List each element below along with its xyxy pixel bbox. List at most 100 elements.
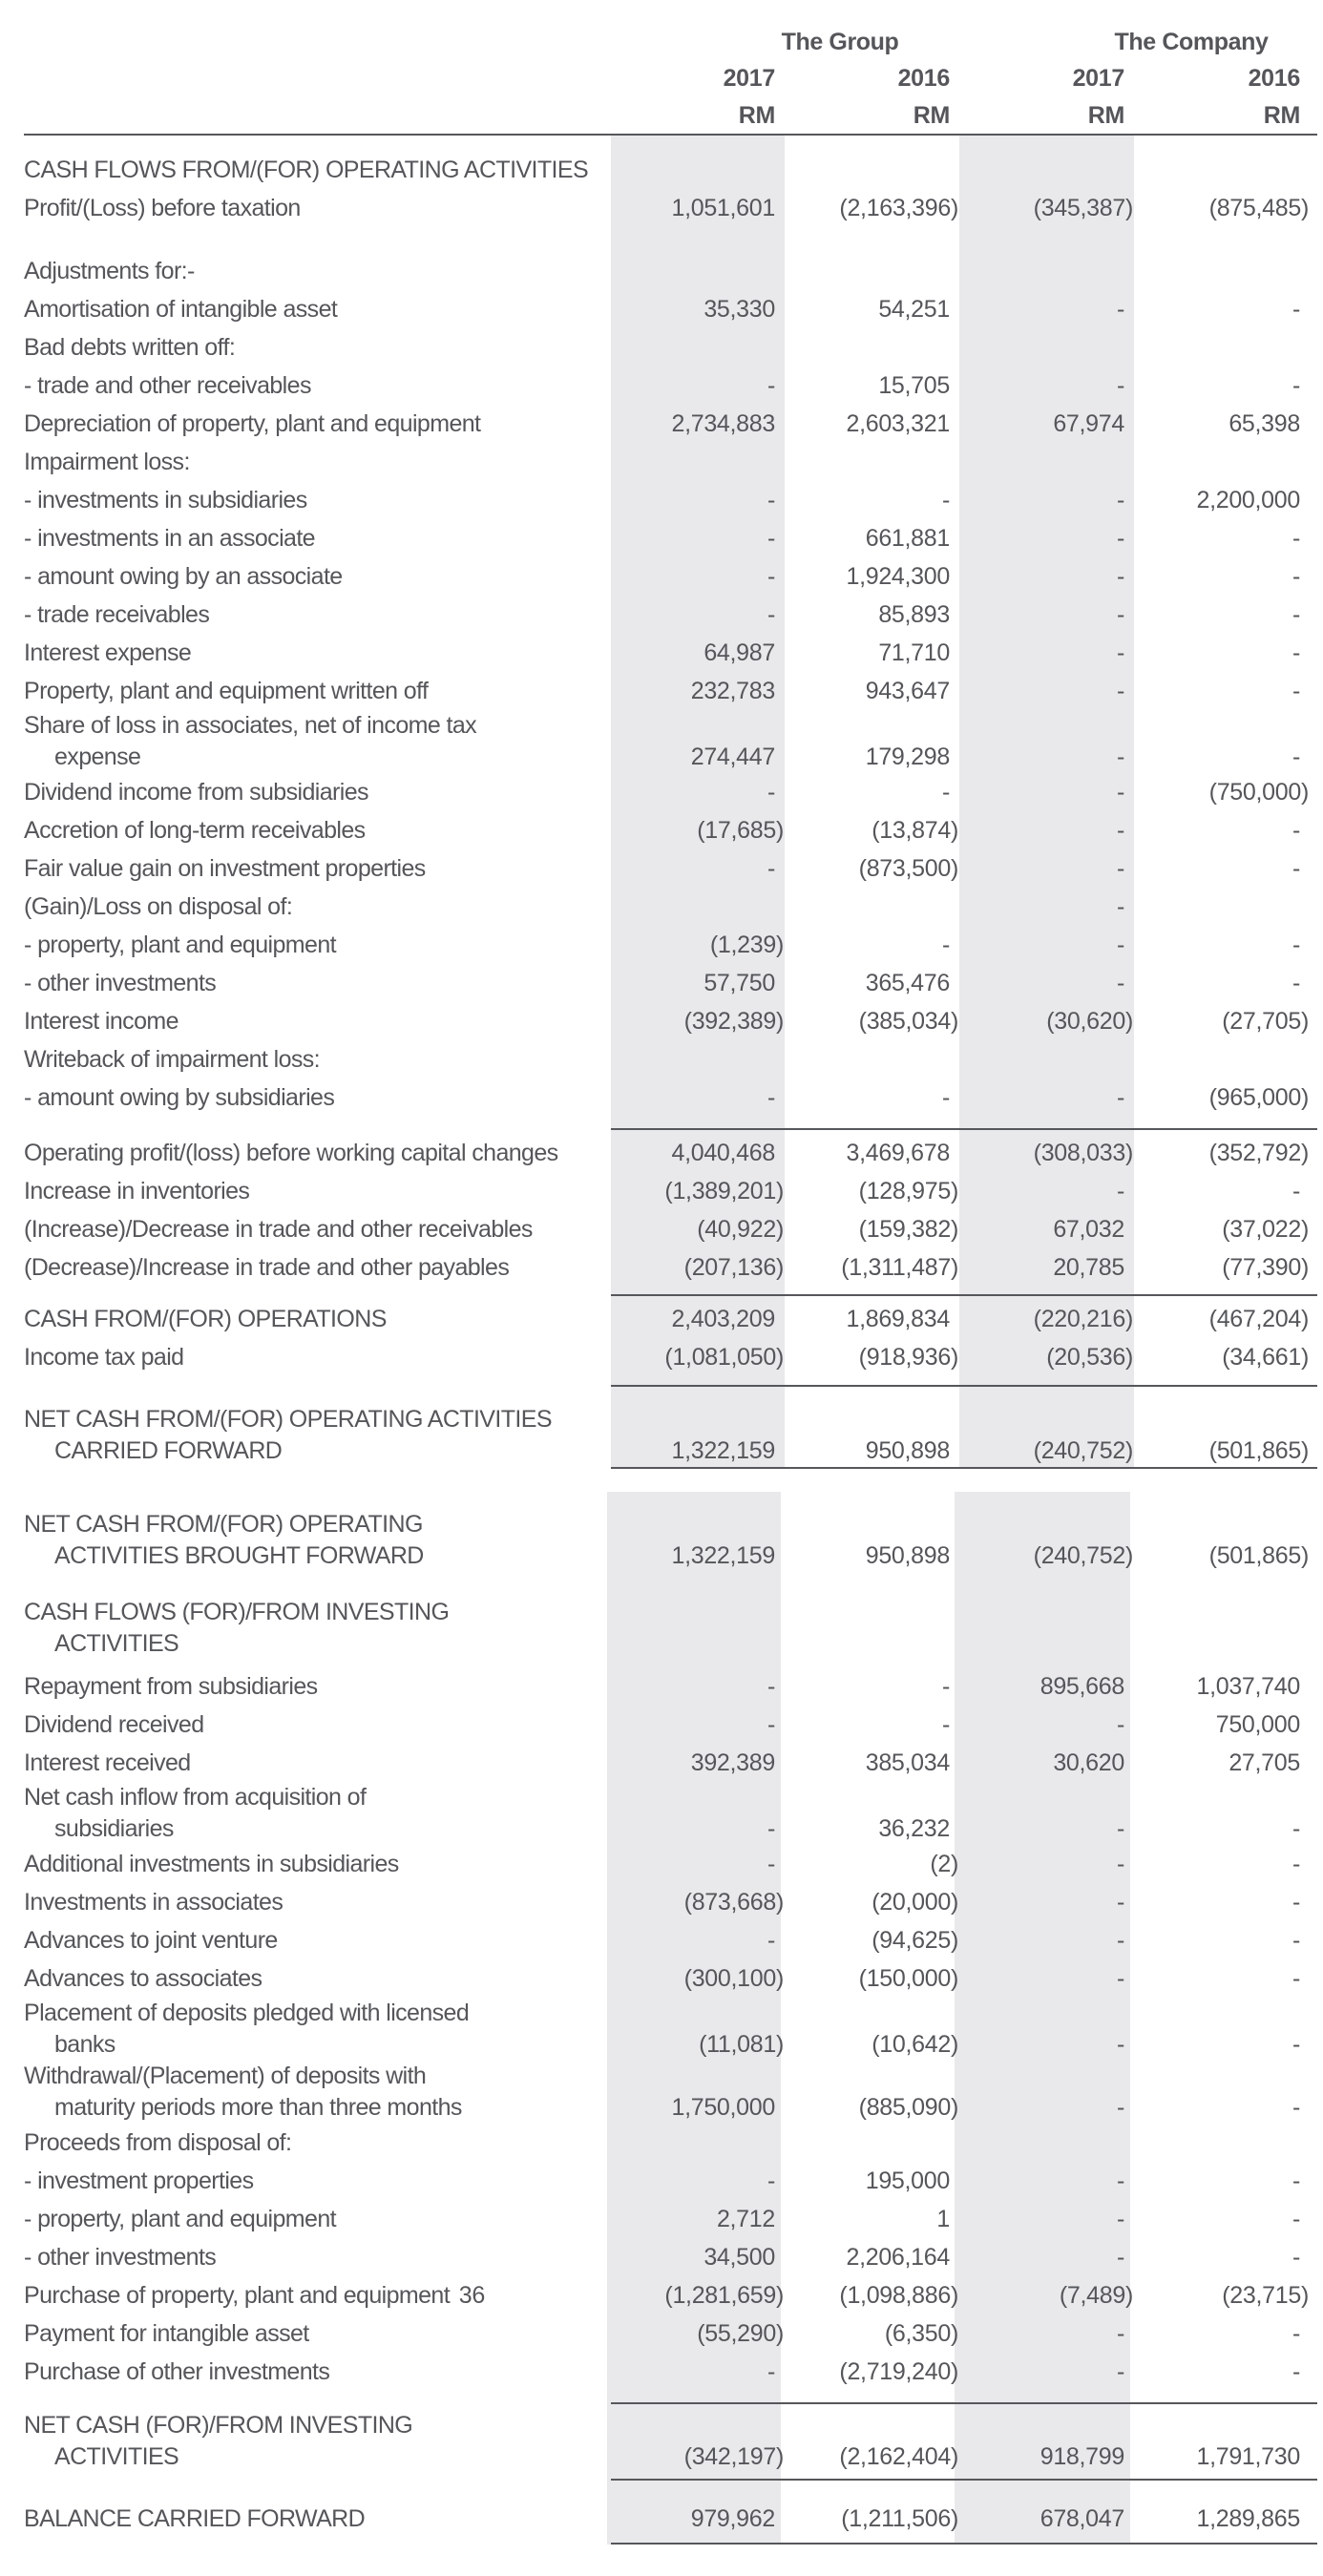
table-row: Fair value gain on investment properties…: [0, 849, 1323, 888]
cell-group-2016: (885,090): [858, 2093, 959, 2121]
cell-company-2017: (308,033): [1033, 1139, 1134, 1166]
cell-company-2016: -: [1292, 1926, 1300, 1954]
table-row: Interest income (392,389) (385,034) (30,620…: [0, 1002, 1323, 1040]
cell-group-2017: 232,783: [690, 677, 776, 704]
table-row: Depreciation of property, plant and equi…: [0, 405, 1323, 443]
table-row: - trade receivables - 85,893 - -: [0, 596, 1323, 634]
row-label-line1: CASH FLOWS (FOR)/FROM INVESTING: [24, 1598, 450, 1625]
cell-company-2016: (501,865): [1208, 1541, 1310, 1569]
row-label: - other investments: [24, 2243, 217, 2271]
table-row: Operating profit/(loss) before working c…: [0, 1134, 1323, 1172]
cell-company-2017: -: [1116, 969, 1124, 996]
cell-company-2016: (965,000): [1208, 1083, 1310, 1111]
cell-group-2017: (1,081,050): [664, 1343, 784, 1371]
cell-company-2016: -: [1292, 600, 1300, 628]
table-row: expense 274,447 179,298 - -: [0, 741, 1323, 773]
row-label: Increase in inventories: [24, 1177, 250, 1204]
section-gap: [0, 1469, 1323, 1492]
cell-group-2017: (300,100): [683, 1964, 785, 1992]
row-label: Interest income: [24, 1007, 179, 1035]
cell-company-2016: (467,204): [1208, 1305, 1310, 1332]
highlight-band-group-2017: [611, 136, 785, 1469]
row-label-line2: maturity periods more than three months: [54, 2093, 462, 2121]
cell-group-2016: 385,034: [865, 1749, 951, 1776]
cell-group-2017: -: [766, 486, 775, 513]
divider-rule: [611, 1294, 1317, 1296]
row-label: (Increase)/Decrease in trade and other r…: [24, 1215, 533, 1243]
cell-company-2017: -: [1116, 639, 1124, 666]
table-row: Advances to joint venture - (94,625) - -: [0, 1921, 1323, 1959]
table-row: Net cash inflow from acquisition of: [0, 1782, 1323, 1812]
cell-company-2017: (240,752): [1033, 1436, 1134, 1464]
cell-company-2017: -: [1116, 1710, 1124, 1738]
cell-company-2016: 1,037,740: [1196, 1672, 1300, 1700]
cell-company-2017: -: [1116, 854, 1124, 882]
row-label: Payment for intangible asset: [24, 2319, 309, 2347]
table-row: Payment for intangible asset (55,290) (6,3…: [0, 2314, 1323, 2353]
table-row: Repayment from subsidiaries - - 895,668 1,03…: [0, 1667, 1323, 1706]
cell-company-2016: -: [1292, 295, 1300, 323]
row-label: Investments in associates: [24, 1888, 284, 1916]
row-label: Purchase of property, plant and equipmen…: [24, 2281, 451, 2309]
cell-company-2017: -: [1116, 371, 1124, 399]
year-header-row: 2017 2016 2017 2016: [0, 59, 1323, 97]
row-label: Depreciation of property, plant and equi…: [24, 409, 481, 437]
cell-group-2017: (392,389): [683, 1007, 785, 1035]
cell-group-2017: (342,197): [683, 2442, 785, 2470]
cell-group-2017: (1,281,659): [664, 2281, 784, 2309]
cell-group-2016: (159,382): [858, 1215, 959, 1243]
cell-group-2016: (6,350): [884, 2319, 958, 2347]
cell-group-2016: 365,476: [865, 969, 951, 996]
cell-company-2016: -: [1292, 1814, 1300, 1842]
cell-group-2016: -: [941, 486, 950, 513]
cell-company-2017: -: [1116, 2205, 1124, 2232]
cell-company-2017: -: [1116, 2357, 1124, 2385]
cell-group-2016: -: [941, 1710, 950, 1738]
row-label-line1: Share of loss in associates, net of inco…: [24, 711, 477, 739]
table-row: Additional investments in subsidiaries - (…: [0, 1845, 1323, 1883]
cell-group-2016: 1: [936, 2205, 950, 2232]
cell-group-2017: (17,685): [697, 816, 784, 844]
row-label: - trade receivables: [24, 600, 210, 628]
cell-group-2017: -: [766, 2357, 775, 2385]
cell-company-2016: -: [1292, 524, 1300, 552]
cell-group-2016: 54,251: [878, 295, 950, 323]
table-row: Increase in inventories (1,389,201) (128,9…: [0, 1172, 1323, 1210]
cell-group-2017: 274,447: [690, 743, 776, 770]
cell-company-2017: -: [1116, 1926, 1124, 1954]
row-label: - investment properties: [24, 2167, 254, 2194]
cell-company-2017: 20,785: [1053, 1253, 1124, 1281]
cell-company-2016: -: [1292, 2243, 1300, 2271]
row-label: - trade and other receivables: [24, 371, 311, 399]
table-row: Adjustments for:-: [0, 252, 1323, 290]
cell-company-2017: 918,799: [1040, 2442, 1125, 2470]
table-row: ACTIVITIES: [0, 1627, 1323, 1660]
cell-company-2016: -: [1292, 2319, 1300, 2347]
table-row: Income tax paid (1,081,050) (918,936) (20,5…: [0, 1338, 1323, 1376]
row-label: Impairment loss:: [24, 448, 190, 475]
row-label: - amount owing by subsidiaries: [24, 1083, 335, 1111]
cell-group-2016: (1,211,506): [841, 2504, 958, 2532]
cell-group-2016: 3,469,678: [846, 1139, 950, 1166]
cell-company-2016: -: [1292, 743, 1300, 770]
table-row: - other investments 34,500 2,206,164 - -: [0, 2238, 1323, 2276]
table-row: - other investments 57,750 365,476 - -: [0, 964, 1323, 1002]
table-row: CASH FLOWS (FOR)/FROM INVESTING: [0, 1597, 1323, 1627]
table-row: - trade and other receivables - 15,705 - -: [0, 367, 1323, 405]
header-spacer: [24, 59, 611, 97]
row-label: Dividend received: [24, 1710, 204, 1738]
table-row: CASH FLOWS FROM/(FOR) OPERATING ACTIVITI…: [0, 151, 1323, 189]
cell-company-2017: (345,387): [1033, 194, 1134, 221]
cell-company-2016: -: [1292, 1850, 1300, 1877]
cell-company-2016: -: [1292, 2030, 1300, 2058]
cell-group-2017: 1,322,159: [671, 1541, 775, 1569]
table-header: The Group The Company 2017 2016 2017 201…: [0, 0, 1323, 136]
group-header-the-group: The Group: [781, 29, 899, 55]
divider-rule: [611, 2543, 1317, 2545]
cell-company-2017: -: [1116, 1964, 1124, 1992]
table-row: Accretion of long-term receivables (17,68…: [0, 811, 1323, 849]
unit-header-group-2017: RM: [738, 102, 776, 129]
table-row: (Gain)/Loss on disposal of: -: [0, 888, 1323, 926]
cell-group-2016: (20,000): [872, 1888, 958, 1916]
cell-group-2017: 2,403,209: [671, 1305, 775, 1332]
